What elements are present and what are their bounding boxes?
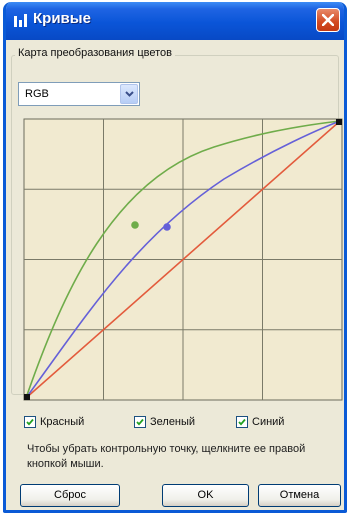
green-control-point[interactable] <box>131 221 139 229</box>
blue-control-point[interactable] <box>163 223 171 231</box>
close-button[interactable] <box>316 8 340 32</box>
checkmark-icon <box>136 418 144 426</box>
checkmark-icon <box>238 418 246 426</box>
channel-select[interactable]: RGB <box>18 82 140 106</box>
channel-select-value: RGB <box>25 88 49 100</box>
curves-graph[interactable] <box>23 118 343 401</box>
close-icon <box>322 14 334 26</box>
curve-end-point[interactable] <box>336 119 342 125</box>
curves-dialog: Кривые Карта преобразования цветов RGB <box>3 2 347 513</box>
green-checkbox-label: Зеленый <box>150 416 196 428</box>
curve-start-point[interactable] <box>24 394 30 400</box>
red-channel-checkbox[interactable]: Красный <box>24 413 84 431</box>
red-checkbox-label: Красный <box>40 416 85 428</box>
blue-channel-checkbox[interactable]: Синий <box>236 413 284 431</box>
blue-checkbox-label: Синий <box>252 416 285 428</box>
curves-app-icon <box>14 14 27 27</box>
cancel-button[interactable]: Отмена <box>258 484 341 507</box>
blue-channel-curve[interactable] <box>25 120 341 399</box>
checkmark-icon <box>26 418 34 426</box>
color-map-group-label: Карта преобразования цветов <box>15 47 175 59</box>
blue-checkbox-box[interactable] <box>236 416 248 428</box>
red-checkbox-box[interactable] <box>24 416 36 428</box>
green-channel-curve[interactable] <box>25 120 341 399</box>
green-checkbox-box[interactable] <box>134 416 146 428</box>
red-channel-curve[interactable] <box>25 120 341 399</box>
hint-text: Чтобы убрать контрольную точку, щелкните… <box>27 443 306 470</box>
ok-button[interactable]: OK <box>162 484 249 507</box>
channel-dropdown-button[interactable] <box>120 84 138 104</box>
green-channel-checkbox[interactable]: Зеленый <box>134 413 195 431</box>
title-bar[interactable]: Кривые <box>6 2 344 40</box>
window-title: Кривые <box>33 10 91 27</box>
chevron-down-icon <box>125 91 134 97</box>
reset-button[interactable]: Сброс <box>20 484 120 507</box>
